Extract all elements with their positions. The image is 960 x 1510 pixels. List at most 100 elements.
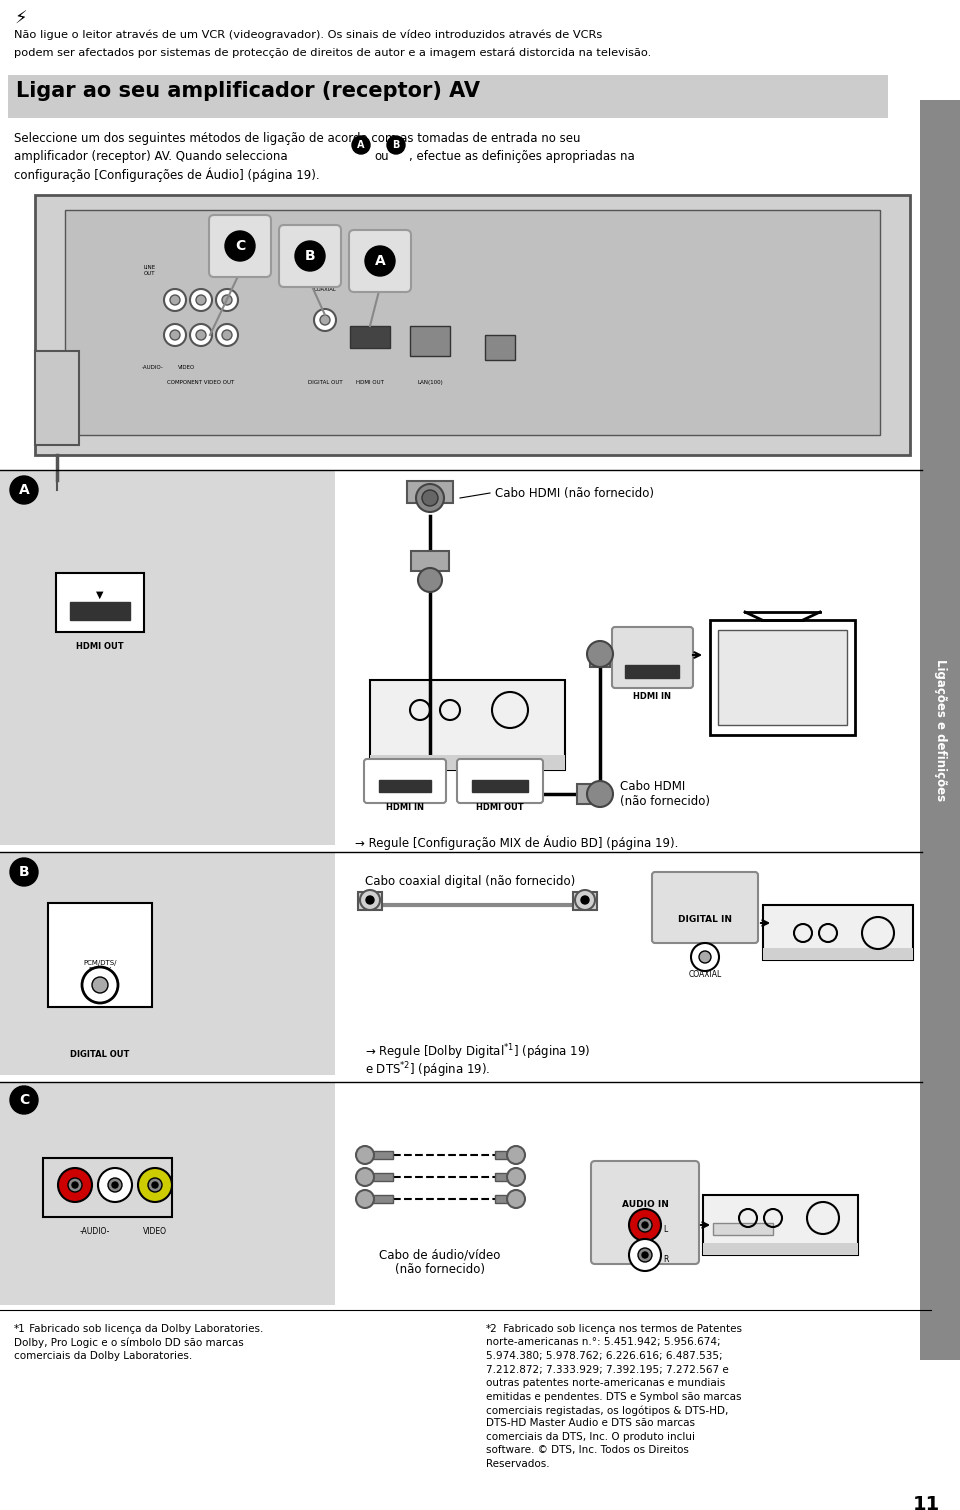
Text: -AUDIO-: -AUDIO- (80, 1228, 110, 1237)
Circle shape (216, 288, 238, 311)
FancyBboxPatch shape (718, 630, 847, 725)
Circle shape (638, 1219, 652, 1232)
Text: *2: *2 (486, 1324, 497, 1333)
FancyBboxPatch shape (0, 852, 335, 1075)
Circle shape (366, 895, 374, 904)
Text: HDMI IN: HDMI IN (633, 692, 671, 701)
FancyBboxPatch shape (652, 871, 758, 944)
FancyBboxPatch shape (0, 470, 335, 846)
Circle shape (216, 325, 238, 346)
Text: Dolby, Pro Logic e o símbolo DD são marcas: Dolby, Pro Logic e o símbolo DD são marc… (14, 1338, 244, 1348)
FancyBboxPatch shape (358, 892, 382, 911)
Circle shape (587, 642, 613, 667)
Text: HDMI OUT: HDMI OUT (476, 803, 524, 812)
Circle shape (10, 1086, 38, 1114)
Text: , efectue as definições apropriadas na: , efectue as definições apropriadas na (409, 149, 635, 163)
Text: Fabricado sob licença da Dolby Laboratories.: Fabricado sob licença da Dolby Laborator… (26, 1324, 263, 1333)
Text: A: A (374, 254, 385, 267)
Circle shape (699, 951, 711, 963)
Text: B: B (393, 140, 399, 149)
Circle shape (352, 136, 370, 154)
Circle shape (387, 136, 405, 154)
FancyBboxPatch shape (209, 214, 271, 276)
Circle shape (225, 231, 255, 261)
Text: R: R (663, 1255, 668, 1264)
FancyBboxPatch shape (70, 602, 130, 621)
FancyBboxPatch shape (703, 1194, 858, 1255)
Text: VIDEO: VIDEO (179, 365, 196, 370)
FancyBboxPatch shape (370, 680, 565, 770)
Text: amplificador (receptor) AV. Quando selecciona: amplificador (receptor) AV. Quando selec… (14, 149, 288, 163)
FancyBboxPatch shape (612, 627, 693, 689)
Text: Ligações e definições: Ligações e definições (933, 658, 947, 802)
Circle shape (320, 316, 330, 325)
Circle shape (164, 325, 186, 346)
Text: B: B (304, 249, 315, 263)
Text: C: C (235, 239, 245, 254)
Text: norte-americanas n.°: 5.451.942; 5.956.674;: norte-americanas n.°: 5.451.942; 5.956.6… (486, 1338, 721, 1347)
FancyBboxPatch shape (65, 210, 880, 435)
Text: ▼: ▼ (96, 590, 104, 599)
FancyBboxPatch shape (364, 760, 446, 803)
Text: comerciais da DTS, Inc. O produto inclui: comerciais da DTS, Inc. O produto inclui (486, 1431, 695, 1442)
Text: Seleccione um dos seguintes métodos de ligação de acordo com as tomadas de entra: Seleccione um dos seguintes métodos de l… (14, 131, 581, 145)
Circle shape (170, 331, 180, 340)
Circle shape (360, 889, 380, 911)
Circle shape (138, 1169, 172, 1202)
FancyBboxPatch shape (495, 1151, 515, 1160)
Circle shape (222, 331, 232, 340)
Text: B: B (18, 865, 30, 879)
Circle shape (575, 889, 595, 911)
Text: (não fornecido): (não fornecido) (395, 1262, 485, 1276)
Circle shape (507, 1146, 525, 1164)
Circle shape (164, 288, 186, 311)
Text: comerciais registadas, os logótipos & DTS-HD,: comerciais registadas, os logótipos & DT… (486, 1404, 729, 1415)
Circle shape (365, 246, 395, 276)
Text: *1: *1 (14, 1324, 26, 1333)
Text: COAXIAL: COAXIAL (688, 969, 722, 978)
Text: DIGITAL OUT: DIGITAL OUT (308, 381, 343, 385)
Text: HDMI OUT: HDMI OUT (76, 642, 124, 651)
FancyBboxPatch shape (0, 1083, 335, 1305)
Text: 7.212.872; 7.333.929; 7.392.195; 7.272.567 e: 7.212.872; 7.333.929; 7.392.195; 7.272.5… (486, 1365, 729, 1374)
FancyBboxPatch shape (370, 755, 565, 770)
Circle shape (691, 944, 719, 971)
FancyBboxPatch shape (48, 903, 152, 1007)
Text: VIDEO: VIDEO (143, 1228, 167, 1237)
Text: PCM/DTS/
DOLBY
DIGITAL
COAXIAL: PCM/DTS/ DOLBY DIGITAL COAXIAL (312, 270, 338, 293)
FancyBboxPatch shape (410, 326, 450, 356)
Circle shape (581, 895, 589, 904)
Text: 11: 11 (913, 1495, 940, 1510)
Circle shape (10, 858, 38, 886)
Text: outras patentes norte-americanas e mundiais: outras patentes norte-americanas e mundi… (486, 1379, 725, 1388)
FancyBboxPatch shape (35, 350, 79, 445)
FancyBboxPatch shape (457, 760, 543, 803)
Text: software. © DTS, Inc. Todos os Direitos: software. © DTS, Inc. Todos os Direitos (486, 1445, 689, 1456)
Text: C: C (19, 1093, 29, 1107)
Circle shape (314, 310, 336, 331)
Circle shape (196, 331, 206, 340)
Text: 5.974.380; 5.978.762; 6.226.616; 6.487.535;: 5.974.380; 5.978.762; 6.226.616; 6.487.5… (486, 1351, 723, 1361)
Text: A: A (18, 483, 30, 497)
FancyBboxPatch shape (495, 1173, 515, 1181)
Text: comerciais da Dolby Laboratories.: comerciais da Dolby Laboratories. (14, 1351, 192, 1361)
Text: Cabo HDMI (não fornecido): Cabo HDMI (não fornecido) (495, 486, 654, 500)
Text: DIGITAL IN: DIGITAL IN (678, 915, 732, 924)
Circle shape (356, 1146, 374, 1164)
Circle shape (629, 1240, 661, 1271)
Circle shape (356, 1190, 374, 1208)
Text: Cabo HDMI
(não fornecido): Cabo HDMI (não fornecido) (620, 781, 710, 808)
Text: COMPONENT VIDEO OUT: COMPONENT VIDEO OUT (167, 381, 234, 385)
FancyBboxPatch shape (713, 1223, 773, 1235)
FancyBboxPatch shape (590, 646, 610, 667)
Text: ⚡: ⚡ (14, 11, 27, 29)
Circle shape (148, 1178, 162, 1191)
Text: Fabricado sob licença nos termos de Patentes: Fabricado sob licença nos termos de Pate… (500, 1324, 742, 1333)
Circle shape (638, 1247, 652, 1262)
FancyBboxPatch shape (279, 225, 341, 287)
Circle shape (10, 476, 38, 504)
Circle shape (507, 1190, 525, 1208)
Text: DTS-HD Master Audio e DTS são marcas: DTS-HD Master Audio e DTS são marcas (486, 1418, 695, 1428)
Text: HDMI OUT: HDMI OUT (356, 381, 384, 385)
FancyBboxPatch shape (920, 100, 960, 1361)
